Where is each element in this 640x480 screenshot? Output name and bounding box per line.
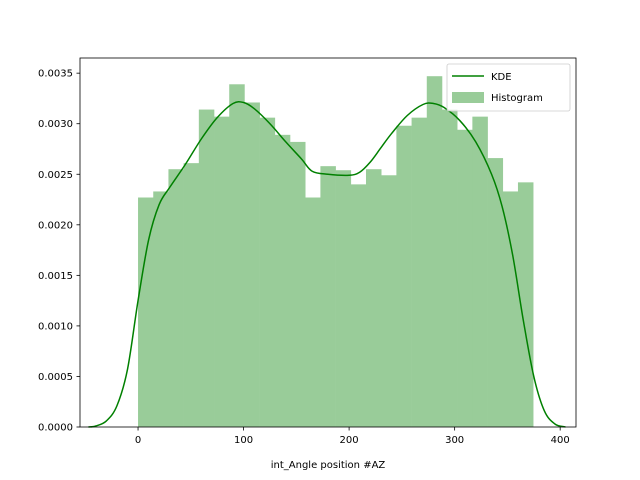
histogram-bar xyxy=(381,175,397,427)
histogram-bar xyxy=(198,109,215,427)
y-axis-ticks: 0.0000 0.0005 0.0010 0.0015 0.0020 0.0025 0.00… xyxy=(38,69,80,434)
histogram-bar xyxy=(153,191,169,427)
histogram-bar xyxy=(259,117,276,428)
histogram-bar xyxy=(396,125,412,427)
y-tick-label: 0.0030 xyxy=(38,119,73,130)
legend-histogram-swatch xyxy=(452,92,484,103)
y-tick-label: 0.0000 xyxy=(38,423,73,434)
y-tick-label: 0.0025 xyxy=(38,170,73,181)
x-tick-label: 100 xyxy=(234,435,253,446)
y-tick-label: 0.0005 xyxy=(38,372,73,383)
histogram-bar xyxy=(183,163,200,427)
histogram-bar xyxy=(441,109,458,427)
histogram-bar xyxy=(229,84,245,427)
histogram-bar xyxy=(472,116,488,427)
histogram-bar xyxy=(350,184,367,427)
histogram-bar xyxy=(290,141,306,427)
x-axis-ticks: 0 100 200 300 400 xyxy=(135,427,570,446)
x-tick-label: 200 xyxy=(340,435,359,446)
histogram-bar xyxy=(502,191,519,427)
legend-kde-label: KDE xyxy=(491,72,512,83)
histogram-bar xyxy=(517,182,534,427)
histogram-bar xyxy=(138,197,154,427)
histogram-bar xyxy=(274,134,291,427)
histogram-bar xyxy=(244,102,260,427)
x-tick-label: 400 xyxy=(551,435,570,446)
histogram-bar xyxy=(305,197,321,427)
histogram-bar xyxy=(168,169,184,427)
x-axis-label: int_Angle position #AZ xyxy=(271,460,386,471)
histogram-bar xyxy=(335,170,352,427)
y-tick-label: 0.0015 xyxy=(38,271,73,282)
x-tick-label: 0 xyxy=(135,435,141,446)
kde-line xyxy=(88,100,566,428)
histogram-bar xyxy=(214,116,230,427)
legend: KDE Histogram xyxy=(446,63,571,112)
y-tick-label: 0.0010 xyxy=(38,321,73,332)
y-tick-label: 0.0020 xyxy=(38,220,73,231)
x-tick-label: 300 xyxy=(445,435,464,446)
histogram-bar xyxy=(320,166,336,428)
histogram-bar xyxy=(426,76,443,427)
plot-frame xyxy=(79,57,577,428)
histogram-bar xyxy=(487,158,504,427)
histogram-bars xyxy=(138,76,534,428)
histogram-bar xyxy=(365,169,382,427)
y-tick-label: 0.0035 xyxy=(38,69,73,80)
legend-histogram-label: Histogram xyxy=(491,93,543,104)
histogram-bar xyxy=(457,129,473,427)
histogram-bar xyxy=(411,117,428,428)
